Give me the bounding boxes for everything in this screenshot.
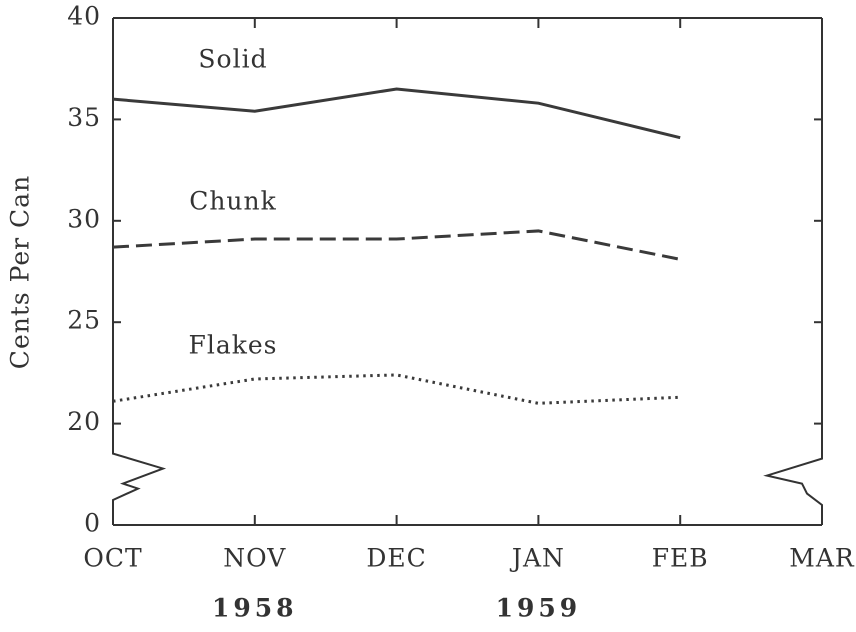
- line-series: [112, 87, 681, 140]
- y-tick-label: 30: [67, 204, 101, 233]
- y-tick-label: 35: [67, 103, 101, 132]
- line-series: [112, 229, 681, 261]
- x-tick-label: NOV: [223, 544, 286, 573]
- x-tick-label: FEB: [652, 544, 709, 573]
- x-tick-label: OCT: [83, 544, 142, 573]
- y-tick-label: 25: [67, 306, 101, 335]
- year-label: 1959: [496, 594, 582, 623]
- line-series: [112, 373, 681, 405]
- x-tick-label: JAN: [509, 544, 565, 573]
- y-tick-label: 0: [84, 509, 101, 538]
- series-label: Chunk: [189, 186, 277, 215]
- y-tick-label: 20: [67, 407, 101, 436]
- axis-left: [112, 18, 167, 525]
- y-tick-label: 40: [67, 2, 101, 31]
- x-tick-label: DEC: [366, 544, 426, 573]
- y-axis-label: Cents Per Can: [6, 175, 35, 369]
- x-tick-label: MAR: [789, 544, 855, 573]
- series-label: Flakes: [188, 330, 277, 359]
- axis-right: [763, 18, 823, 525]
- series-label: Solid: [198, 44, 267, 73]
- year-label: 1958: [212, 594, 298, 623]
